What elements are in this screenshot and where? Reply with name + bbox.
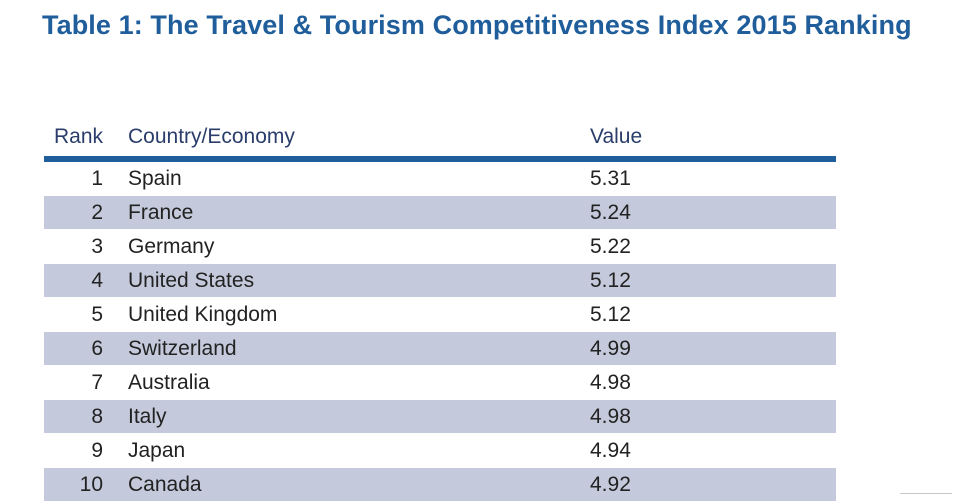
rank-cell: 8 xyxy=(44,399,111,434)
value-cell: 4.98 xyxy=(524,399,836,434)
rank-cell: 10 xyxy=(44,467,111,502)
table-header: Rank Country/Economy Value xyxy=(44,118,836,162)
country-cell: France xyxy=(111,195,524,230)
country-cell: Japan xyxy=(111,433,524,468)
table-row: 9 Japan 4.94 xyxy=(44,433,836,468)
ranking-table: Rank Country/Economy Value 1 Spain 5.31 … xyxy=(44,118,836,502)
country-cell: Canada xyxy=(111,467,524,502)
rank-cell: 5 xyxy=(44,297,111,332)
country-cell: Germany xyxy=(111,229,524,264)
table-row: 5 United Kingdom 5.12 xyxy=(44,297,836,332)
country-cell: Spain xyxy=(111,159,524,196)
column-header-country: Country/Economy xyxy=(111,118,524,162)
column-header-rank: Rank xyxy=(44,118,111,162)
table-row: 4 United States 5.12 xyxy=(44,263,836,298)
table-body: 1 Spain 5.31 2 France 5.24 3 Germany 5.2… xyxy=(44,159,836,502)
value-cell: 5.22 xyxy=(524,229,836,264)
country-cell: United States xyxy=(111,263,524,298)
rank-cell: 7 xyxy=(44,365,111,400)
ranking-table-container: Rank Country/Economy Value 1 Spain 5.31 … xyxy=(44,118,836,502)
page-title: Table 1: The Travel & Tourism Competitiv… xyxy=(42,10,912,40)
header-row: Rank Country/Economy Value xyxy=(44,118,836,162)
table-row: 3 Germany 5.22 xyxy=(44,229,836,264)
rank-cell: 9 xyxy=(44,433,111,468)
country-cell: Italy xyxy=(111,399,524,434)
value-cell: 5.24 xyxy=(524,195,836,230)
table-row: 6 Switzerland 4.99 xyxy=(44,331,836,366)
value-cell: 5.12 xyxy=(524,263,836,298)
rank-cell: 6 xyxy=(44,331,111,366)
value-cell: 4.94 xyxy=(524,433,836,468)
rank-cell: 3 xyxy=(44,229,111,264)
column-header-value: Value xyxy=(524,118,836,162)
country-cell: United Kingdom xyxy=(111,297,524,332)
value-cell: 4.98 xyxy=(524,365,836,400)
value-cell: 5.12 xyxy=(524,297,836,332)
rank-cell: 2 xyxy=(44,195,111,230)
table-row: 7 Australia 4.98 xyxy=(44,365,836,400)
value-cell: 4.92 xyxy=(524,467,836,502)
country-cell: Switzerland xyxy=(111,331,524,366)
rank-cell: 1 xyxy=(44,159,111,196)
table-row: 2 France 5.24 xyxy=(44,195,836,230)
value-cell: 4.99 xyxy=(524,331,836,366)
table-row: 1 Spain 5.31 xyxy=(44,159,836,196)
table-row: 10 Canada 4.92 xyxy=(44,467,836,502)
corner-divider xyxy=(900,493,952,494)
country-cell: Australia xyxy=(111,365,524,400)
rank-cell: 4 xyxy=(44,263,111,298)
value-cell: 5.31 xyxy=(524,159,836,196)
table-row: 8 Italy 4.98 xyxy=(44,399,836,434)
